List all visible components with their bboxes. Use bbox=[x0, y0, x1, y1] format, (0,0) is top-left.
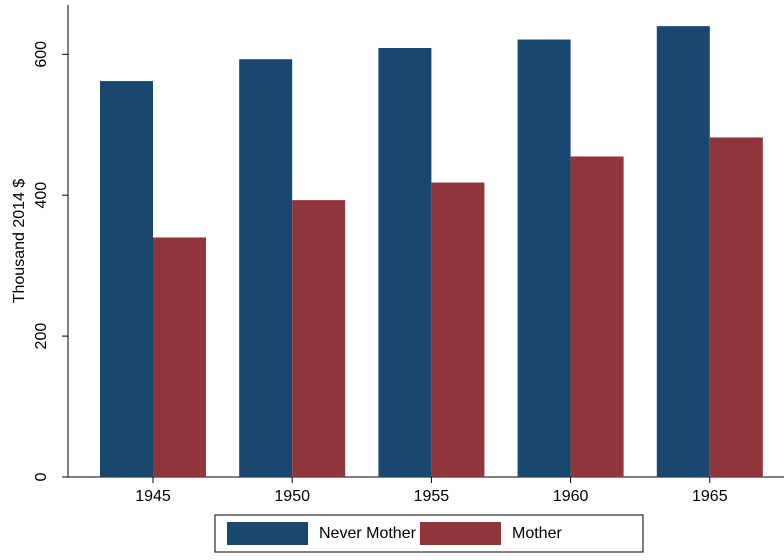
legend-swatch bbox=[420, 522, 501, 545]
y-tick-label: 0 bbox=[33, 472, 50, 481]
legend-label: Never Mother bbox=[319, 525, 417, 542]
legend-label: Mother bbox=[512, 525, 562, 542]
x-tick-label: 1960 bbox=[553, 488, 589, 505]
bar bbox=[239, 59, 293, 477]
x-tick-label: 1955 bbox=[414, 488, 450, 505]
y-axis-label: Thousand 2014 $ bbox=[11, 179, 28, 304]
bar bbox=[570, 156, 624, 477]
bar bbox=[656, 26, 710, 477]
bar bbox=[292, 200, 346, 477]
legend-swatch bbox=[227, 522, 308, 545]
y-tick-label: 200 bbox=[33, 323, 50, 350]
bar bbox=[153, 237, 206, 477]
x-tick-label: 1950 bbox=[274, 488, 310, 505]
bar bbox=[431, 182, 485, 477]
x-tick-label: 1945 bbox=[135, 488, 171, 505]
y-tick-label: 400 bbox=[33, 182, 50, 209]
x-tick-label: 1965 bbox=[692, 488, 728, 505]
bar bbox=[517, 39, 571, 477]
bar bbox=[709, 137, 763, 478]
y-tick-label: 600 bbox=[33, 41, 50, 68]
bar bbox=[378, 47, 432, 477]
bar bbox=[100, 81, 153, 477]
